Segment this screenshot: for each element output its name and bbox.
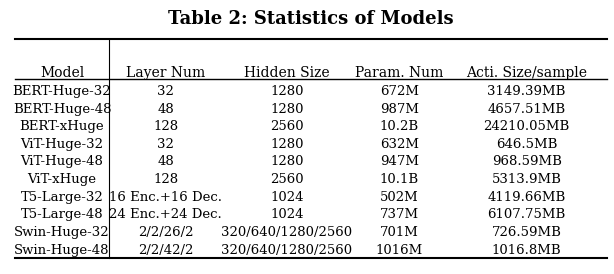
Text: BERT-xHuge: BERT-xHuge xyxy=(20,120,104,133)
Text: 1016.8MB: 1016.8MB xyxy=(492,244,561,256)
Text: 1280: 1280 xyxy=(270,85,304,98)
Text: 701M: 701M xyxy=(380,226,419,239)
Text: 2/2/42/2: 2/2/42/2 xyxy=(138,244,193,256)
Text: 2560: 2560 xyxy=(270,120,304,133)
Text: 6107.75MB: 6107.75MB xyxy=(488,208,565,221)
Text: Param. Num: Param. Num xyxy=(356,67,443,81)
Text: T5-Large-32: T5-Large-32 xyxy=(21,191,103,204)
Text: 32: 32 xyxy=(157,85,174,98)
Text: 987M: 987M xyxy=(380,102,419,116)
Text: Swin-Huge-32: Swin-Huge-32 xyxy=(14,226,110,239)
Text: 4657.51MB: 4657.51MB xyxy=(488,102,565,116)
Text: 632M: 632M xyxy=(380,138,419,151)
Text: 1280: 1280 xyxy=(270,155,304,169)
Text: 1016M: 1016M xyxy=(376,244,423,256)
Text: ViT-Huge-48: ViT-Huge-48 xyxy=(21,155,104,169)
Text: Layer Num: Layer Num xyxy=(126,67,205,81)
Text: T5-Large-48: T5-Large-48 xyxy=(21,208,103,221)
Text: 16 Enc.+16 Dec.: 16 Enc.+16 Dec. xyxy=(109,191,222,204)
Text: 320/640/1280/2560: 320/640/1280/2560 xyxy=(222,244,352,256)
Text: Acti. Size/sample: Acti. Size/sample xyxy=(466,67,587,81)
Text: 1024: 1024 xyxy=(270,208,304,221)
Text: BERT-Huge-32: BERT-Huge-32 xyxy=(13,85,111,98)
Text: 320/640/1280/2560: 320/640/1280/2560 xyxy=(222,226,352,239)
Text: 5313.9MB: 5313.9MB xyxy=(492,173,562,186)
Text: Hidden Size: Hidden Size xyxy=(244,67,330,81)
Text: 646.5MB: 646.5MB xyxy=(496,138,558,151)
Text: 24210.05MB: 24210.05MB xyxy=(484,120,570,133)
Text: 10.1B: 10.1B xyxy=(380,173,419,186)
Text: Table 2: Statistics of Models: Table 2: Statistics of Models xyxy=(168,10,453,27)
Text: 672M: 672M xyxy=(380,85,419,98)
Text: 502M: 502M xyxy=(380,191,419,204)
Text: 48: 48 xyxy=(157,102,174,116)
Text: 947M: 947M xyxy=(380,155,419,169)
Text: 968.59MB: 968.59MB xyxy=(492,155,562,169)
Text: 737M: 737M xyxy=(380,208,419,221)
Text: 128: 128 xyxy=(153,120,178,133)
Text: 2560: 2560 xyxy=(270,173,304,186)
Text: 2/2/26/2: 2/2/26/2 xyxy=(138,226,193,239)
Text: Model: Model xyxy=(40,67,84,81)
Text: 128: 128 xyxy=(153,173,178,186)
Text: 1024: 1024 xyxy=(270,191,304,204)
Text: Swin-Huge-48: Swin-Huge-48 xyxy=(14,244,110,256)
Text: 1280: 1280 xyxy=(270,102,304,116)
Text: 1280: 1280 xyxy=(270,138,304,151)
Text: ViT-Huge-32: ViT-Huge-32 xyxy=(20,138,104,151)
Text: 32: 32 xyxy=(157,138,174,151)
Text: 48: 48 xyxy=(157,155,174,169)
Text: 10.2B: 10.2B xyxy=(380,120,419,133)
Text: BERT-Huge-48: BERT-Huge-48 xyxy=(13,102,111,116)
Text: 24 Enc.+24 Dec.: 24 Enc.+24 Dec. xyxy=(109,208,222,221)
Text: 3149.39MB: 3149.39MB xyxy=(488,85,566,98)
Text: 726.59MB: 726.59MB xyxy=(492,226,562,239)
Text: 4119.66MB: 4119.66MB xyxy=(488,191,565,204)
Text: ViT-xHuge: ViT-xHuge xyxy=(28,173,96,186)
